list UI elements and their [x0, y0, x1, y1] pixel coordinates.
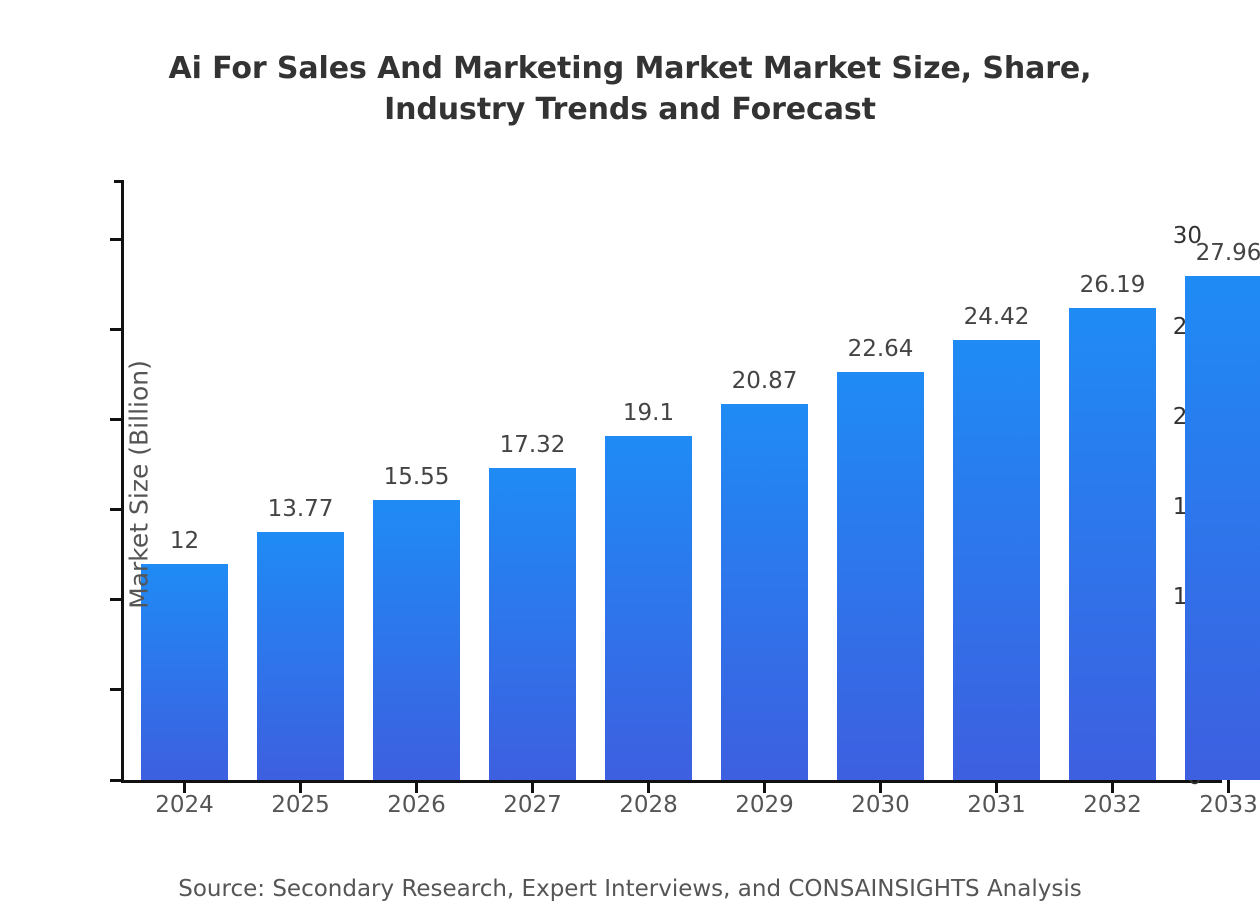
y-axis-top-cap [114, 180, 124, 183]
chart-plot-area: 051015202530 202420252026202720282029203… [110, 180, 1260, 818]
bar[interactable] [953, 340, 1040, 780]
bar-value-label: 12 [169, 527, 200, 554]
x-axis-tick-label: 2026 [387, 792, 446, 818]
x-axis-line [121, 780, 1222, 783]
x-axis-tick [763, 780, 766, 793]
x-axis-tick [1227, 780, 1230, 793]
bar-value-label: 22.64 [847, 336, 914, 363]
y-axis-tick [110, 598, 121, 602]
bar-value-label: 19.1 [622, 399, 675, 426]
x-axis-tick [531, 780, 534, 793]
source-note: Source: Secondary Research, Expert Inter… [178, 876, 1082, 902]
page-title: Ai For Sales And Marketing Market Market… [168, 51, 1092, 127]
x-axis-tick [647, 780, 650, 793]
y-axis-tick [110, 508, 121, 512]
x-axis-tick [879, 780, 882, 793]
x-axis-tick [1111, 780, 1114, 793]
y-axis-tick [110, 237, 121, 241]
x-axis-tick [183, 780, 186, 793]
bar[interactable] [605, 435, 692, 780]
bar-value-label: 15.55 [383, 463, 450, 490]
bar[interactable] [837, 372, 924, 780]
x-axis-tick-label: 2033 [1199, 792, 1258, 818]
bar-value-label: 20.87 [731, 367, 798, 394]
x-axis-tick-label: 2027 [503, 792, 562, 818]
y-axis-line [121, 180, 124, 780]
y-axis-tick [110, 688, 121, 692]
bar[interactable] [1069, 308, 1156, 780]
bar-value-label: 17.32 [499, 431, 566, 458]
x-axis-tick-label: 2028 [619, 792, 678, 818]
x-axis-tick-label: 2025 [271, 792, 330, 818]
x-axis-tick-label: 2030 [851, 792, 910, 818]
y-axis-tick-label: 30 [1172, 223, 1202, 250]
bar[interactable] [1185, 276, 1260, 780]
bar[interactable] [489, 467, 576, 780]
y-axis-title: Market Size (Billion) [124, 360, 154, 609]
x-axis-tick-label: 2031 [967, 792, 1026, 818]
bar[interactable] [141, 563, 228, 780]
bar-value-label: 24.42 [963, 304, 1030, 330]
x-axis-tick-label: 2029 [735, 792, 794, 818]
x-axis-tick-label: 2032 [1083, 792, 1142, 818]
bar[interactable] [373, 499, 460, 780]
bar-value-label: 13.77 [267, 495, 334, 522]
x-axis-tick [415, 780, 418, 793]
y-axis-tick [110, 328, 121, 332]
bar[interactable] [257, 531, 344, 780]
y-axis-tick [110, 778, 121, 782]
x-axis-tick [299, 780, 302, 793]
y-axis-tick [110, 418, 121, 422]
x-axis-tick [995, 780, 998, 793]
x-axis-tick-label: 2024 [155, 792, 214, 818]
bar[interactable] [721, 403, 808, 780]
bar-value-label: 27.96 [1195, 240, 1260, 267]
bar-value-label: 26.19 [1079, 272, 1146, 299]
